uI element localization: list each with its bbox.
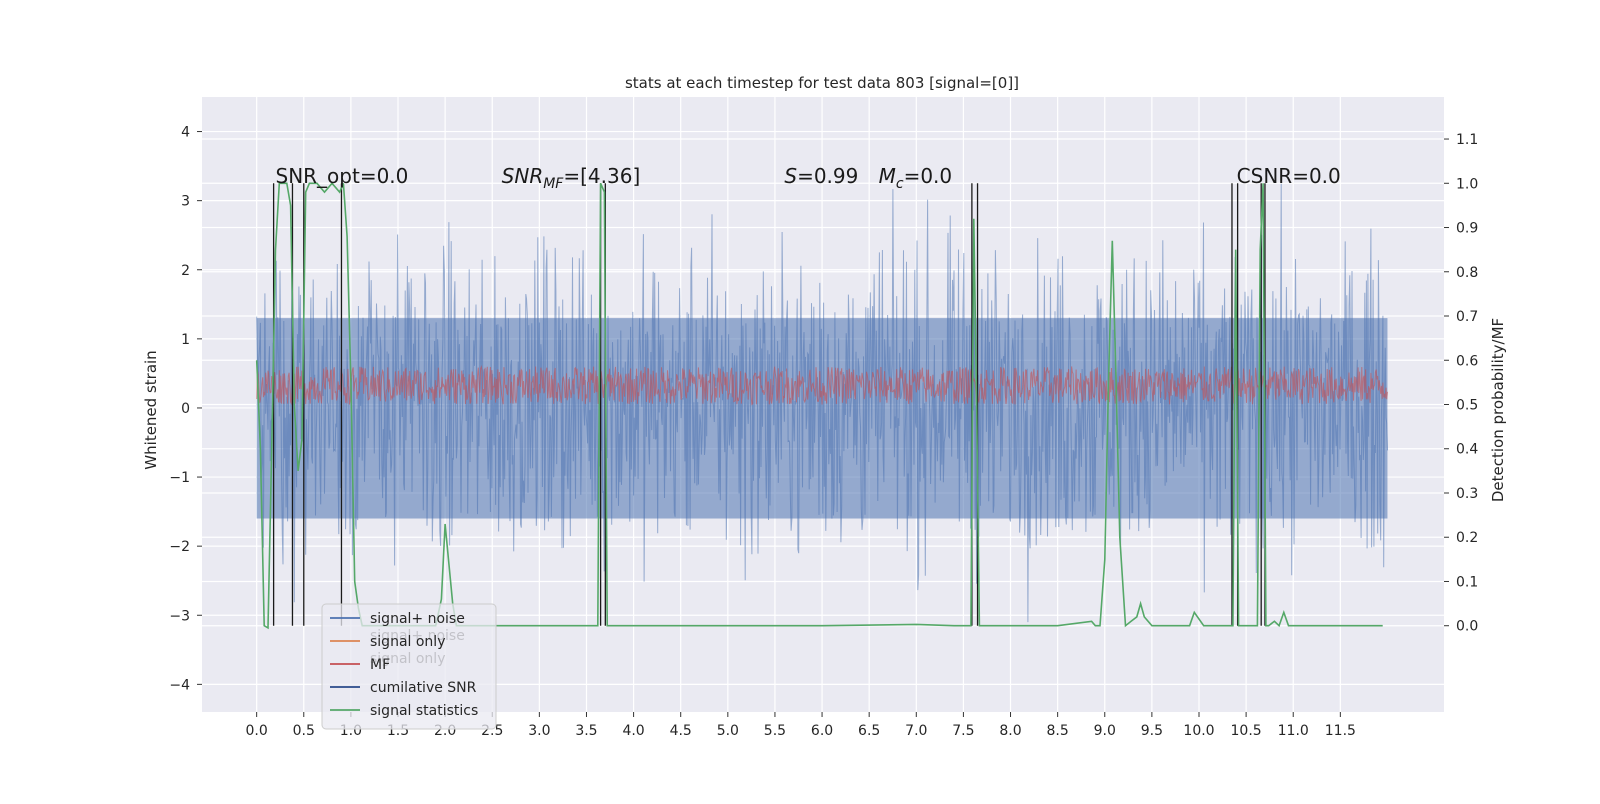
x-tick-label: 5.5 [764, 723, 786, 739]
x-tick-label: 0.5 [293, 723, 315, 739]
signal-statistics-series [255, 182, 1383, 630]
x-tick-label: 10.0 [1183, 723, 1214, 739]
y2-tick-label: 0.1 [1456, 574, 1478, 590]
y2-tick-label: 0.4 [1456, 442, 1478, 458]
x-tick-label: 9.5 [1141, 723, 1163, 739]
annotation-4: CSNR=0.0 [1237, 164, 1341, 188]
x-tick-label: 7.5 [952, 723, 974, 739]
x-tick-label: 8.0 [999, 723, 1021, 739]
y-axis-label: Whitened strain [142, 350, 160, 469]
axis-ticks: 0.0 0.5 1.0 1.5 2.0 2.5 3.0 3.5 4.0 4.5 5.0 5.5 6.0 6… [169, 125, 1478, 739]
y-tick-label: 4 [181, 125, 190, 141]
y-tick-label: −1 [169, 470, 190, 486]
x-tick-label: 7.0 [905, 723, 927, 739]
mf-trace [256, 364, 1388, 406]
x-tick-label: 4.5 [670, 723, 692, 739]
annotation-2: S=0.99 [784, 164, 858, 188]
mf-series [256, 364, 1388, 406]
y2-tick-label: 0.8 [1456, 265, 1478, 281]
y-tick-label: 1 [181, 332, 190, 348]
x-tick-label: 11.0 [1278, 723, 1309, 739]
legend-label: signal statistics [370, 703, 478, 719]
x-tick-label: 3.0 [528, 723, 550, 739]
x-tick-label: 11.5 [1325, 723, 1356, 739]
x-tick-label: 3.5 [575, 723, 597, 739]
y2-tick-label: 1.0 [1456, 176, 1478, 192]
y2-tick-label: 0.6 [1456, 353, 1478, 369]
annotation-0: SNR_opt=0.0 [276, 164, 409, 188]
x-tick-label: 9.0 [1094, 723, 1116, 739]
legend-box [321, 603, 497, 730]
x-tick-label: 4.0 [622, 723, 644, 739]
legend-label: cumilative SNR [370, 680, 477, 696]
noise-trace [256, 183, 1388, 623]
y2-tick-label: 0.3 [1456, 486, 1478, 502]
y2-tick-label: 0.2 [1456, 530, 1478, 546]
annotation-3: Mc=0.0 [879, 164, 953, 192]
annotations: SNR_opt=0.0 SNRMF=[4.36] S=0.99 Mc=0.0 CSNR=… [276, 164, 1341, 192]
signal-noise-series [256, 183, 1388, 623]
x-tick-label: 6.0 [811, 723, 833, 739]
y2-tick-label: 0.0 [1456, 619, 1478, 635]
y2-tick-label: 1.1 [1456, 132, 1478, 148]
legend-label: signal+ noise [370, 611, 465, 627]
y-tick-label: 2 [181, 263, 190, 279]
legend-label: signal only [370, 634, 445, 650]
y2-tick-label: 0.5 [1456, 398, 1478, 414]
x-tick-label: 10.5 [1231, 723, 1262, 739]
y2-tick-label: 0.7 [1456, 309, 1478, 325]
x-tick-label: 6.5 [858, 723, 880, 739]
annotation-1: SNRMF=[4.36] [502, 164, 641, 192]
y-tick-label: 0 [181, 401, 190, 417]
y-tick-label: −2 [169, 539, 190, 555]
legend-label: MF [370, 657, 390, 673]
y2-tick-label: 0.9 [1456, 221, 1478, 237]
y-tick-label: −4 [169, 677, 190, 693]
x-tick-label: 8.5 [1047, 723, 1069, 739]
y-tick-label: −3 [169, 608, 190, 624]
signal-statistics-line [255, 182, 1383, 630]
x-tick-label: 0.0 [246, 723, 268, 739]
y-tick-label: 3 [181, 194, 190, 210]
x-tick-label: 5.0 [717, 723, 739, 739]
chart-title: stats at each timestep for test data 803… [625, 74, 1019, 92]
y2-axis-label: Detection probability/MF [1489, 318, 1507, 502]
